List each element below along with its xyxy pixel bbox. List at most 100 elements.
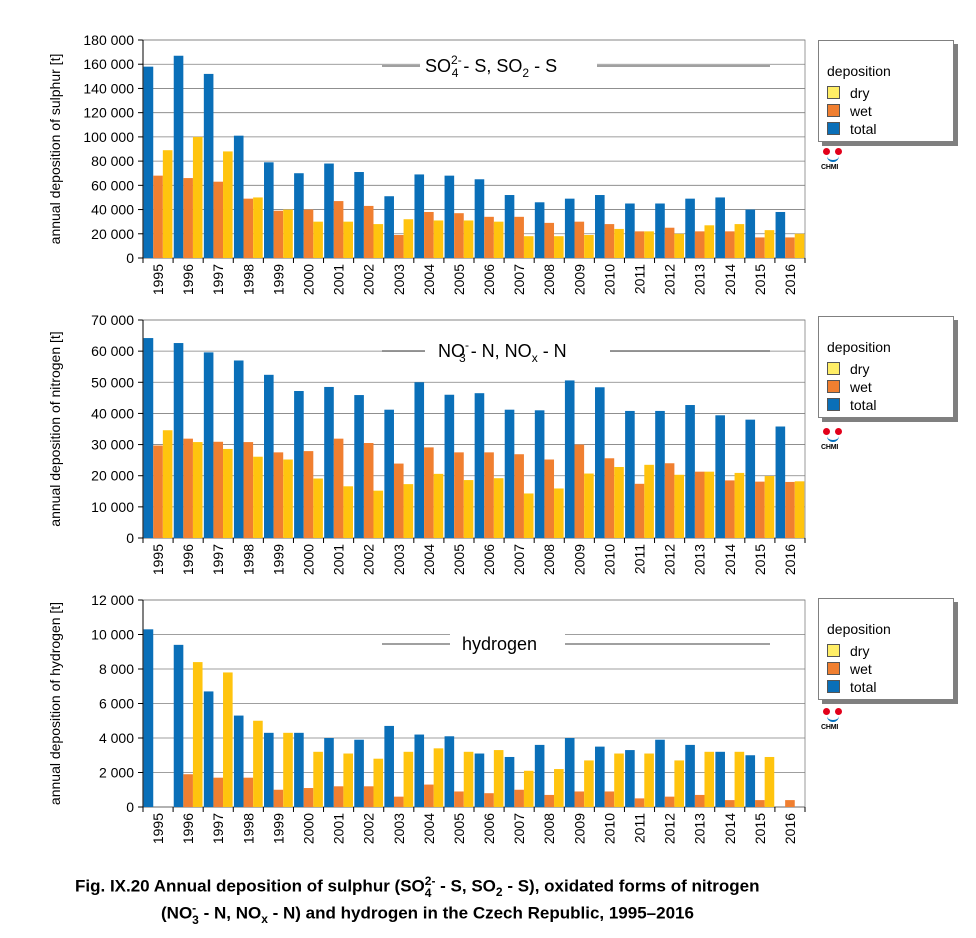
y-tick-label: 100 000 [83, 129, 134, 145]
bar-dry [674, 474, 684, 538]
bar-wet [724, 480, 735, 538]
bar-dry [283, 459, 293, 538]
bar-total [294, 732, 304, 807]
x-tick-label: 2002 [361, 544, 377, 575]
x-tick-label: 2014 [722, 813, 738, 844]
bar-dry [704, 225, 715, 258]
x-tick-label: 1997 [210, 264, 226, 295]
bar-total [685, 198, 695, 258]
bar-dry [463, 480, 474, 538]
bar-dry [554, 236, 564, 258]
bar-total [264, 374, 274, 538]
bar-wet [484, 216, 494, 258]
x-tick-label: 2016 [782, 264, 798, 295]
legend-item-total: total [827, 121, 876, 137]
bar-dry [223, 448, 233, 538]
x-tick-label: 2015 [752, 264, 768, 295]
legend-title: deposition [827, 621, 891, 637]
bar-wet [393, 796, 404, 807]
y-tick-label: 60 000 [91, 343, 134, 359]
bar-total [354, 739, 364, 807]
bar-total [294, 391, 304, 538]
bar-total [595, 195, 605, 258]
y-tick-label: 120 000 [83, 105, 134, 121]
bar-total [685, 744, 695, 807]
x-tick-label: 1998 [240, 544, 256, 575]
x-tick-label: 2012 [662, 264, 678, 295]
x-tick-label: 1999 [270, 264, 286, 295]
bar-total [324, 738, 334, 807]
bar-wet [363, 786, 374, 807]
bar-total [625, 203, 635, 258]
bar-dry [403, 219, 414, 258]
bar-wet [604, 224, 615, 258]
bar-total [354, 172, 364, 258]
bar-dry [343, 486, 353, 538]
bar-dry [614, 228, 624, 258]
x-tick-label: 1999 [270, 813, 286, 844]
bar-wet [574, 221, 585, 258]
bar-wet [664, 227, 675, 258]
bar-dry [373, 224, 384, 258]
bar-wet [303, 788, 314, 807]
x-tick-label: 2002 [361, 264, 377, 295]
bar-dry [192, 442, 203, 538]
x-tick-label: 2015 [752, 813, 768, 844]
bar-total [203, 352, 214, 538]
x-tick-label: 2009 [571, 544, 587, 575]
x-tick-label: 2006 [481, 544, 497, 575]
bar-wet [183, 774, 193, 807]
bar-total [534, 410, 545, 538]
x-tick-label: 1995 [150, 813, 166, 844]
x-tick-label: 2001 [331, 813, 347, 844]
bar-wet [393, 463, 404, 538]
bar-total [564, 380, 575, 538]
bar-wet [243, 442, 254, 538]
bar-total [264, 162, 274, 258]
bar-dry [223, 151, 233, 258]
bar-dry [523, 236, 534, 258]
bar-wet [664, 796, 675, 807]
x-tick-label: 2002 [361, 813, 377, 844]
bar-dry [794, 233, 805, 258]
y-tick-label: 70 000 [91, 312, 134, 328]
y-tick-label: 80 000 [91, 153, 134, 169]
bar-dry [433, 220, 444, 258]
bar-wet [724, 800, 735, 807]
bar-dry [343, 753, 353, 807]
bar-total [444, 394, 455, 538]
bar-total [595, 746, 605, 807]
bar-wet [694, 231, 705, 258]
bar-dry [463, 220, 474, 258]
y-tick-label: 50 000 [91, 374, 134, 390]
y-tick-label: 40 000 [91, 202, 134, 218]
title-background [450, 632, 565, 658]
x-tick-label: 2008 [541, 544, 557, 575]
bar-wet [424, 211, 434, 258]
bar-wet [273, 452, 284, 538]
bar-dry [764, 230, 775, 258]
x-tick-label: 2007 [511, 264, 527, 295]
bar-dry [433, 748, 444, 807]
bar-dry [614, 753, 624, 807]
chmi-logo: CHMI [821, 428, 847, 454]
bar-total [384, 409, 394, 538]
y-axis-label: annual deposition of sulphur [t] [47, 54, 63, 245]
chart-title: hydrogen [462, 634, 537, 654]
bar-total [655, 410, 665, 538]
bar-total [444, 736, 455, 807]
bar-wet [333, 438, 344, 538]
x-tick-label: 2009 [571, 264, 587, 295]
bar-dry [674, 760, 684, 807]
bar-total [474, 179, 485, 258]
bar-dry [192, 662, 203, 807]
bar-wet [303, 209, 314, 258]
x-tick-label: 1999 [270, 544, 286, 575]
bar-wet [514, 216, 524, 258]
chmi-logo: CHMI [821, 708, 847, 734]
y-tick-label: 6 000 [99, 696, 134, 712]
bar-dry [192, 136, 203, 258]
bar-dry [554, 769, 564, 807]
bar-total [444, 175, 455, 258]
bar-total [384, 196, 394, 258]
